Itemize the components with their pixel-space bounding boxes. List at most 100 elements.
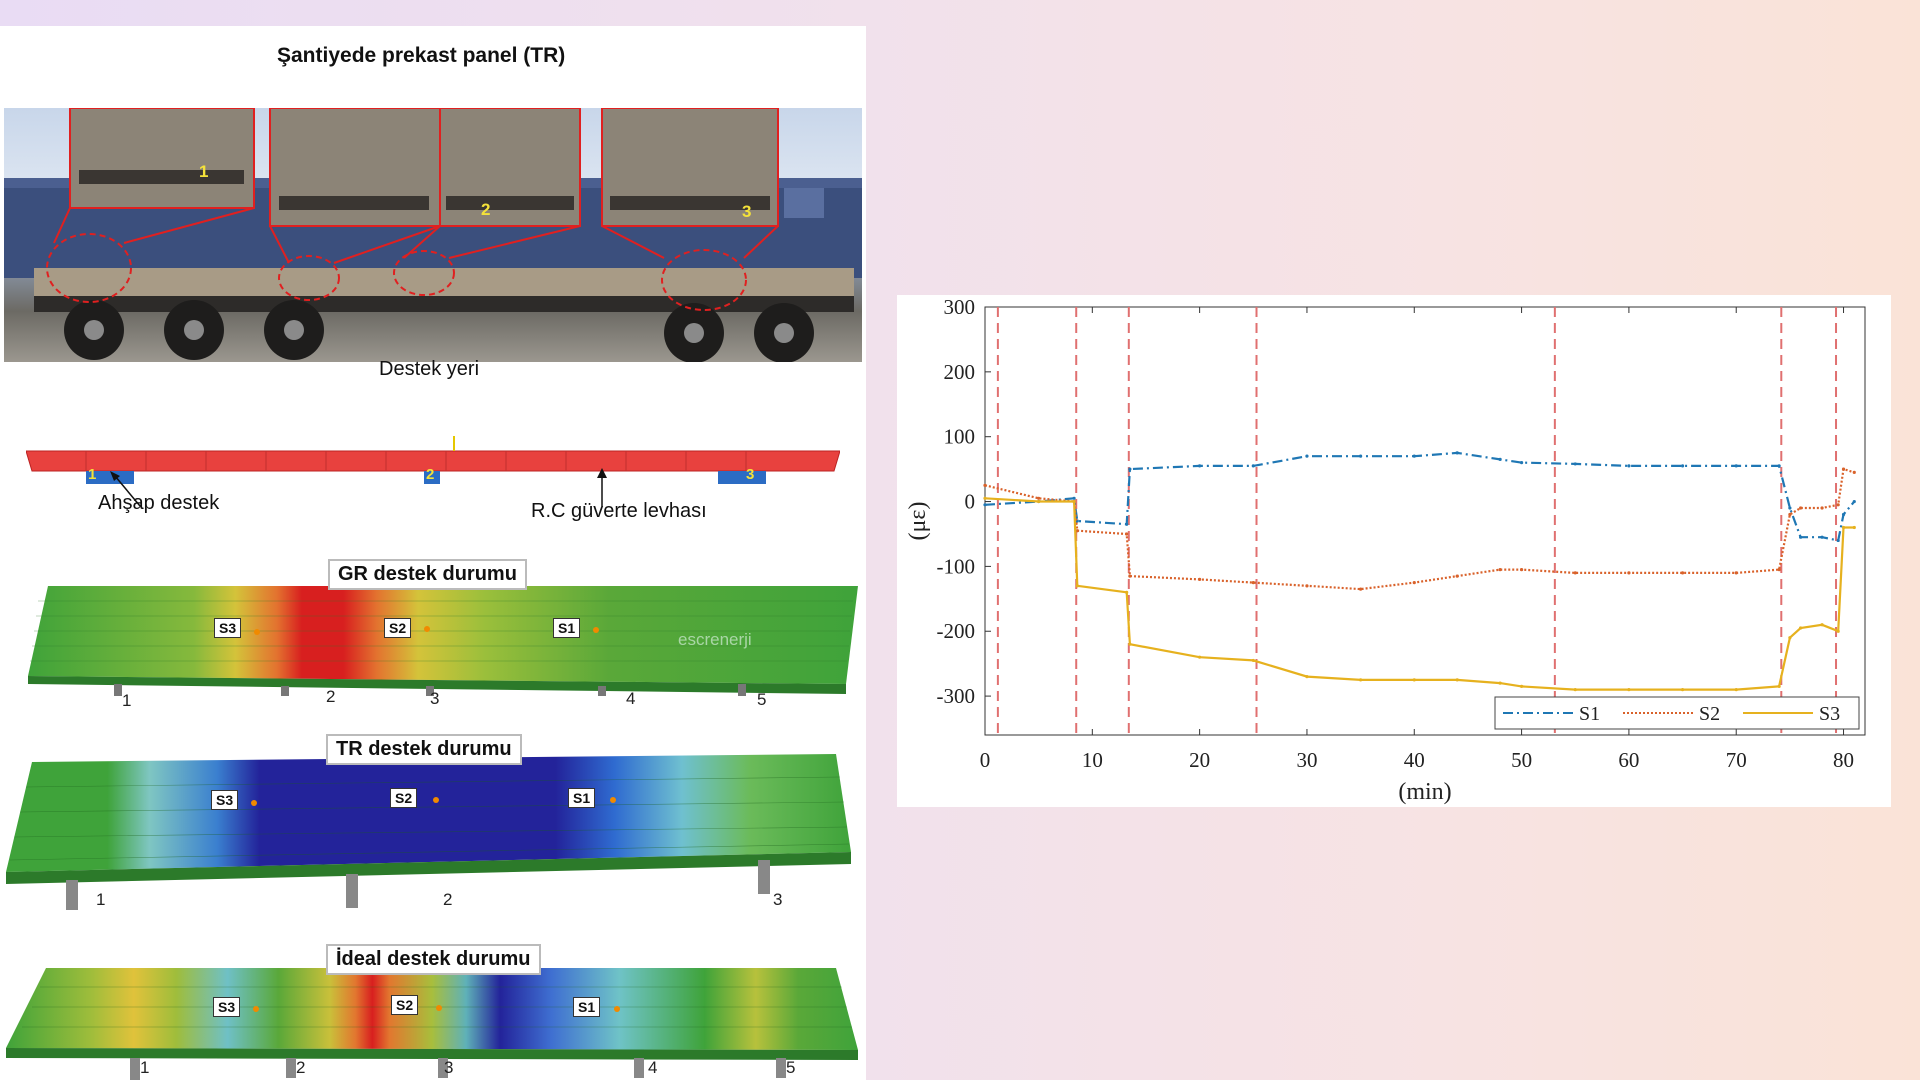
series-point-s1-17 [1734, 464, 1738, 468]
series-point-s1-23 [1841, 512, 1846, 517]
plot-frame [984, 306, 1866, 736]
series-point-s3-6 [1198, 655, 1202, 659]
y-tick-label-4: -100 [937, 554, 976, 578]
gr-support-num-4: 4 [626, 689, 636, 708]
series-point-s3-0 [983, 496, 987, 500]
gr-sensor-s2-dot [424, 626, 430, 632]
series-point-s1-5 [1128, 467, 1132, 471]
series-point-s3-24 [1852, 525, 1856, 530]
series-point-s2-23 [1841, 467, 1846, 471]
series-point-s2-1 [1037, 496, 1041, 500]
ideal-support-num-3: 3 [444, 1058, 454, 1077]
gr-support-num-2: 2 [326, 687, 336, 706]
tr-sensor-s2-dot [433, 797, 439, 803]
strain-chart: 300 200 100 0 -100 -200 -300 0 10 20 30 40 50 60 70 80 (… [897, 295, 1891, 807]
tr-sensor-s1-dot [610, 797, 616, 803]
gr-sensor-s1-dot [593, 627, 599, 633]
series-point-s1-18 [1777, 464, 1781, 468]
gr-sensor-s3-dot [254, 629, 260, 635]
tr-panel-title: TR destek durumu [326, 734, 522, 765]
figure-left-panel: Şantiyede prekast panel (TR) [0, 26, 866, 1080]
series-point-s3-11 [1455, 678, 1459, 682]
gr-support-num-5: 5 [757, 690, 767, 709]
gr-sensor-s1: S1 [553, 618, 581, 638]
series-point-s2-18 [1777, 568, 1781, 572]
series-point-s1-22 [1836, 538, 1840, 543]
ideal-support-num-1: 1 [140, 1058, 150, 1077]
gr-watermark: escrenerji [678, 630, 752, 649]
inset-marker-2: 2 [481, 200, 491, 219]
series-point-s2-10 [1412, 581, 1416, 585]
series-point-s1-10 [1412, 454, 1416, 458]
x-tick-label-0: 0 [980, 748, 991, 772]
y-tick-label-0: 300 [944, 295, 976, 319]
series-point-s3-7 [1251, 658, 1255, 663]
ideal-support-num-5: 5 [786, 1058, 796, 1077]
series-point-s3-5 [1128, 642, 1132, 646]
series-point-s3-8 [1305, 675, 1309, 679]
legend-label-s2: S2 [1699, 703, 1720, 725]
strain-chart-svg: 300 200 100 0 -100 -200 -300 0 10 20 30 40 50 60 70 80 (… [905, 295, 1866, 805]
series-point-s2-21 [1820, 506, 1824, 510]
series-point-s1-4 [1125, 522, 1129, 526]
series-point-s3-16 [1680, 688, 1685, 692]
tr-sensor-s3-dot [251, 800, 257, 806]
series-point-s2-8 [1305, 584, 1309, 588]
tr-sensor-s2: S2 [390, 788, 418, 808]
series-point-s2-4 [1125, 532, 1129, 536]
ideal-sensor-s1-dot [614, 1006, 620, 1012]
series-point-s2-19 [1788, 512, 1792, 517]
gr-panel-model [28, 556, 858, 716]
series-point-s1-11 [1455, 451, 1459, 455]
series-point-s3-4 [1125, 590, 1129, 594]
ideal-panel-model [6, 942, 864, 1080]
series-point-s2-16 [1680, 571, 1685, 575]
series-point-s2-3 [1075, 529, 1079, 533]
series-point-s2-17 [1734, 571, 1738, 575]
y-axis-label: (με) [905, 502, 931, 541]
series-point-s1-7 [1251, 464, 1255, 468]
gr-sensor-s3: S3 [214, 618, 242, 638]
series-point-s3-18 [1777, 684, 1781, 688]
wood-support-label: Ahşap destek [98, 492, 220, 514]
x-tick-label-5: 50 [1511, 748, 1532, 772]
support-location-label: Destek yeri [379, 358, 480, 380]
series-point-s1-9 [1359, 454, 1363, 458]
series-point-s1-2 [1072, 496, 1076, 500]
series-point-s1-13 [1519, 461, 1524, 465]
series-line-s2 [984, 467, 1855, 591]
gr-sensor-s2: S2 [384, 618, 412, 638]
inset-marker-1: 1 [199, 162, 209, 181]
series-point-s2-5 [1128, 574, 1132, 578]
ideal-sensor-s3-dot [253, 1006, 259, 1012]
series-point-s2-9 [1359, 587, 1363, 591]
beam-diagram: 1 2 3 [25, 426, 841, 486]
series-point-s2-20 [1799, 506, 1803, 510]
series-point-s3-9 [1359, 678, 1363, 682]
y-tick-label-2: 100 [944, 425, 976, 449]
x-tick-label-3: 30 [1296, 748, 1317, 772]
series-point-s1-8 [1305, 454, 1309, 458]
series-point-s3-22 [1836, 629, 1840, 633]
ideal-sensor-s3: S3 [213, 997, 241, 1017]
series-point-s3-14 [1573, 688, 1577, 692]
x-tick-label-7: 70 [1726, 748, 1747, 772]
series-point-s1-15 [1627, 464, 1631, 468]
series-point-s3-2 [1072, 499, 1076, 504]
tr-support-num-3: 3 [773, 890, 783, 909]
legend-label-s3: S3 [1819, 703, 1840, 725]
tr-sensor-s1: S1 [568, 788, 596, 808]
ideal-panel-title: İdeal destek durumu [326, 944, 541, 975]
y-tick-label-3: 0 [965, 490, 976, 514]
x-tick-label-4: 40 [1404, 748, 1425, 772]
site-photo: 1 2 3 [4, 108, 862, 362]
series-point-s2-14 [1573, 571, 1577, 575]
series-point-s2-22 [1836, 503, 1840, 507]
series-point-s1-20 [1799, 535, 1803, 539]
series-point-s2-6 [1198, 577, 1202, 581]
series-point-s2-7 [1251, 581, 1255, 585]
beam-marker-3: 3 [746, 466, 755, 483]
gr-support-num-3: 3 [430, 689, 440, 708]
legend-label-s1: S1 [1579, 703, 1600, 725]
series-line-s3 [984, 497, 1855, 691]
